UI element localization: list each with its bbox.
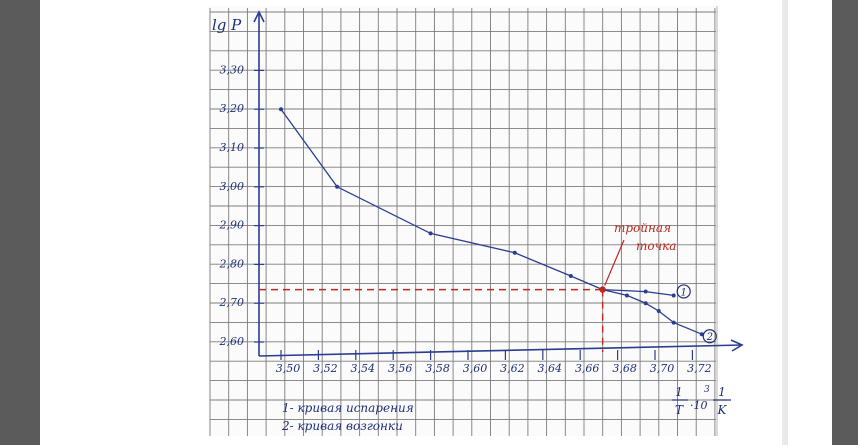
x-label-num: 1 [675,385,683,399]
y-tick-label: 3,20 [220,102,245,115]
y-axis-label: lg P [212,16,242,34]
legend-entry: 1- кривая испарения [282,401,414,415]
x-tick-label: 3,66 [575,362,600,375]
curve-marker-label: 2 [706,332,713,343]
x-label-unit-num: 1 [718,385,726,399]
annotation-line-1: тройная [614,221,671,235]
series-point-1 [568,274,573,279]
curve-marker-ring [676,284,691,299]
series-point-1 [279,107,283,112]
scroll-edge [782,0,788,445]
y-tick-label: 2,70 [219,296,245,309]
y-tick-label: 3,30 [220,63,245,76]
series-line-2 [602,288,703,335]
y-axis-arrow [253,10,265,23]
x-tick-label: 3,54 [351,362,376,375]
y-tick-label: 3,10 [220,141,245,154]
y-tick-label: 2,60 [219,335,245,348]
series-point-2 [656,308,661,313]
x-tick-label: 3,62 [500,362,525,375]
y-tick-label: 2,80 [219,257,245,270]
x-label-power: 3 [704,385,710,395]
x-label-unit-den: K [717,403,728,417]
series-point-1 [671,293,676,298]
y-tick-label: 3,00 [220,180,245,193]
x-tick-label: 3,52 [313,362,338,375]
x-axis [258,344,743,357]
x-tick-label: 3,56 [388,362,413,375]
y-tick-labels: 2,60 2,70 2,80 2,90 3,00 3,10 3,20 3,30 [219,63,264,348]
x-label-den: T [675,403,684,417]
series-point-1 [643,289,648,294]
graph-paper [208,6,718,436]
x-tick-label: 3,50 [276,362,301,375]
x-label-mult: ·10 [690,399,708,412]
series-point-2 [671,320,676,325]
series-point-1 [512,250,517,255]
x-tick-label: 3,68 [612,362,637,375]
curve-marker-label: 1 [681,287,687,298]
series-line-1 [280,108,674,297]
x-tick-label: 3,64 [538,362,563,375]
series-point-2 [643,301,648,306]
x-tick-label: 3,58 [425,362,450,375]
series-point-2 [624,293,629,298]
annotation-line-2: точка [636,239,676,253]
triple-point-leader [604,239,625,286]
series-point-1 [335,184,340,189]
grid [209,8,716,436]
x-tick-label: 3,70 [650,362,675,375]
x-tick-label: 3,72 [687,362,712,375]
curve-marker-ring [702,329,717,344]
x-tick-labels: 3,50 3,52 3,54 3,56 3,58 3,60 3,62 3,64 3,66 3,68… [276,350,712,375]
axes [253,10,744,357]
legend-entry: 2- кривая возгонки [281,419,403,433]
x-tick-label: 3,60 [463,362,488,375]
x-axis-arrow [730,339,744,352]
series-point-1 [428,231,433,236]
y-tick-label: 2,90 [219,219,245,232]
triple-point-marker [599,286,606,293]
